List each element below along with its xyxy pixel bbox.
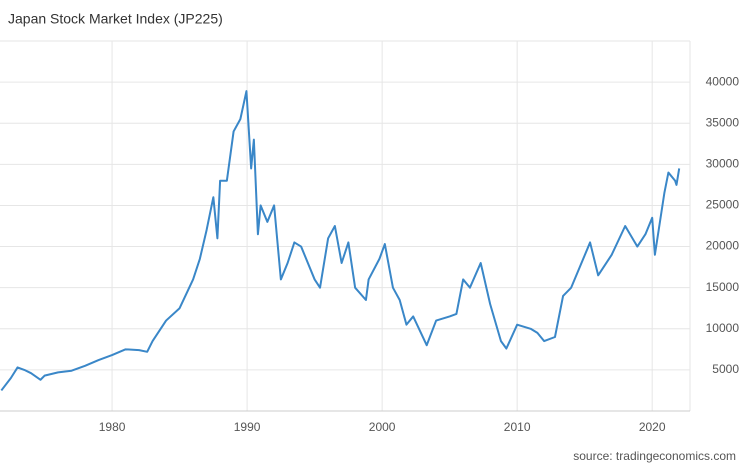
x-tick-label: 2010: [504, 420, 531, 434]
y-tick-label: 5000: [712, 362, 739, 376]
x-tick-label: 1990: [234, 420, 261, 434]
source-note: source: tradingeconomics.com: [573, 449, 736, 463]
y-tick-label: 15000: [706, 280, 740, 294]
y-tick-label: 10000: [706, 321, 740, 335]
x-tick-label: 1980: [99, 420, 126, 434]
chart-title: Japan Stock Market Index (JP225): [8, 11, 223, 27]
x-tick-label: 2000: [369, 420, 396, 434]
x-tick-label: 2020: [639, 420, 666, 434]
y-tick-label: 25000: [706, 198, 740, 212]
y-tick-label: 30000: [706, 157, 740, 171]
y-tick-label: 35000: [706, 115, 740, 129]
y-tick-label: 20000: [706, 239, 740, 253]
data-line: [0, 90, 681, 392]
y-tick-label: 40000: [706, 74, 740, 88]
